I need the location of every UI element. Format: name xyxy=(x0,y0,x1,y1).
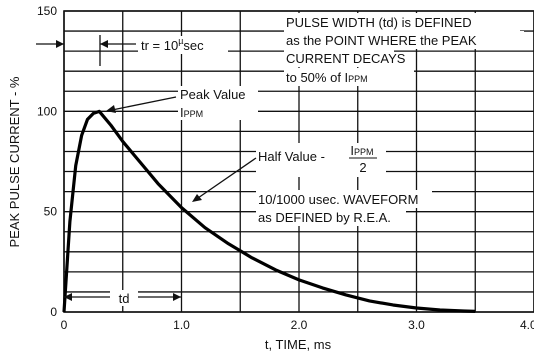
td-annotation: td xyxy=(64,290,181,306)
half-value-numerator: IPPM xyxy=(350,143,373,158)
x-tick-label: 1.0 xyxy=(173,318,190,332)
half-value-denominator: 2 xyxy=(359,160,366,175)
half-value-label: Half Value - xyxy=(258,149,325,164)
x-axis-label: t, TIME, ms xyxy=(265,337,332,352)
half-arrowhead xyxy=(192,194,202,202)
pulse-width-line-4: to 50% of IPPM xyxy=(286,70,368,85)
x-tick-label: 3.0 xyxy=(408,318,425,332)
y-tick-label: 100 xyxy=(37,104,57,118)
pulse-width-definition: PULSE WIDTH (td) is DEFINED as the POINT… xyxy=(284,13,524,86)
x-tick-label: 2.0 xyxy=(291,318,308,332)
peak-arrow-line xyxy=(111,96,177,111)
peak-value-label: Peak Value xyxy=(180,87,246,102)
rise-time-annotation: tr = 10µsec xyxy=(36,35,228,66)
waveform-line-1: 10/1000 usec. WAVEFORM xyxy=(258,192,418,207)
rise-time-label: tr = 10µsec xyxy=(141,36,204,53)
pulse-width-line-2: as the POINT WHERE the PEAK xyxy=(286,33,477,48)
x-tick-label: 0 xyxy=(61,318,68,332)
td-arrowhead-right xyxy=(173,293,181,301)
y-tick-label: 0 xyxy=(50,305,57,319)
rise-arrowhead-right xyxy=(100,40,108,48)
plot-frame xyxy=(63,10,534,313)
x-tick-label: 4.0 xyxy=(520,318,534,332)
half-arrow-line xyxy=(197,157,257,199)
tick-labels: 0 1.0 2.0 3.0 4.0 0 50 100 150 xyxy=(37,4,534,332)
half-value-annotation: Half Value - IPPM 2 xyxy=(192,143,386,202)
waveform-curve xyxy=(62,109,476,313)
y-tick-label: 150 xyxy=(37,4,57,18)
td-arrowhead-left xyxy=(64,293,72,301)
pulse-width-line-3: CURRENT DECAYS xyxy=(286,51,406,66)
y-axis-label: PEAK PULSE CURRENT - % xyxy=(7,76,22,247)
td-label: td xyxy=(119,291,130,306)
peak-value-symbol: IPPM xyxy=(180,105,203,120)
y-tick-label: 50 xyxy=(44,205,58,219)
waveform-line-2: as DEFINED by R.E.A. xyxy=(258,210,391,225)
peak-arrowhead xyxy=(106,105,116,113)
pulse-width-line-1: PULSE WIDTH (td) is DEFINED xyxy=(286,15,472,30)
rise-arrowhead-left xyxy=(56,40,64,48)
waveform-definition: 10/1000 usec. WAVEFORM as DEFINED by R.E… xyxy=(256,190,432,226)
peak-value-annotation: Peak Value IPPM xyxy=(106,86,258,120)
